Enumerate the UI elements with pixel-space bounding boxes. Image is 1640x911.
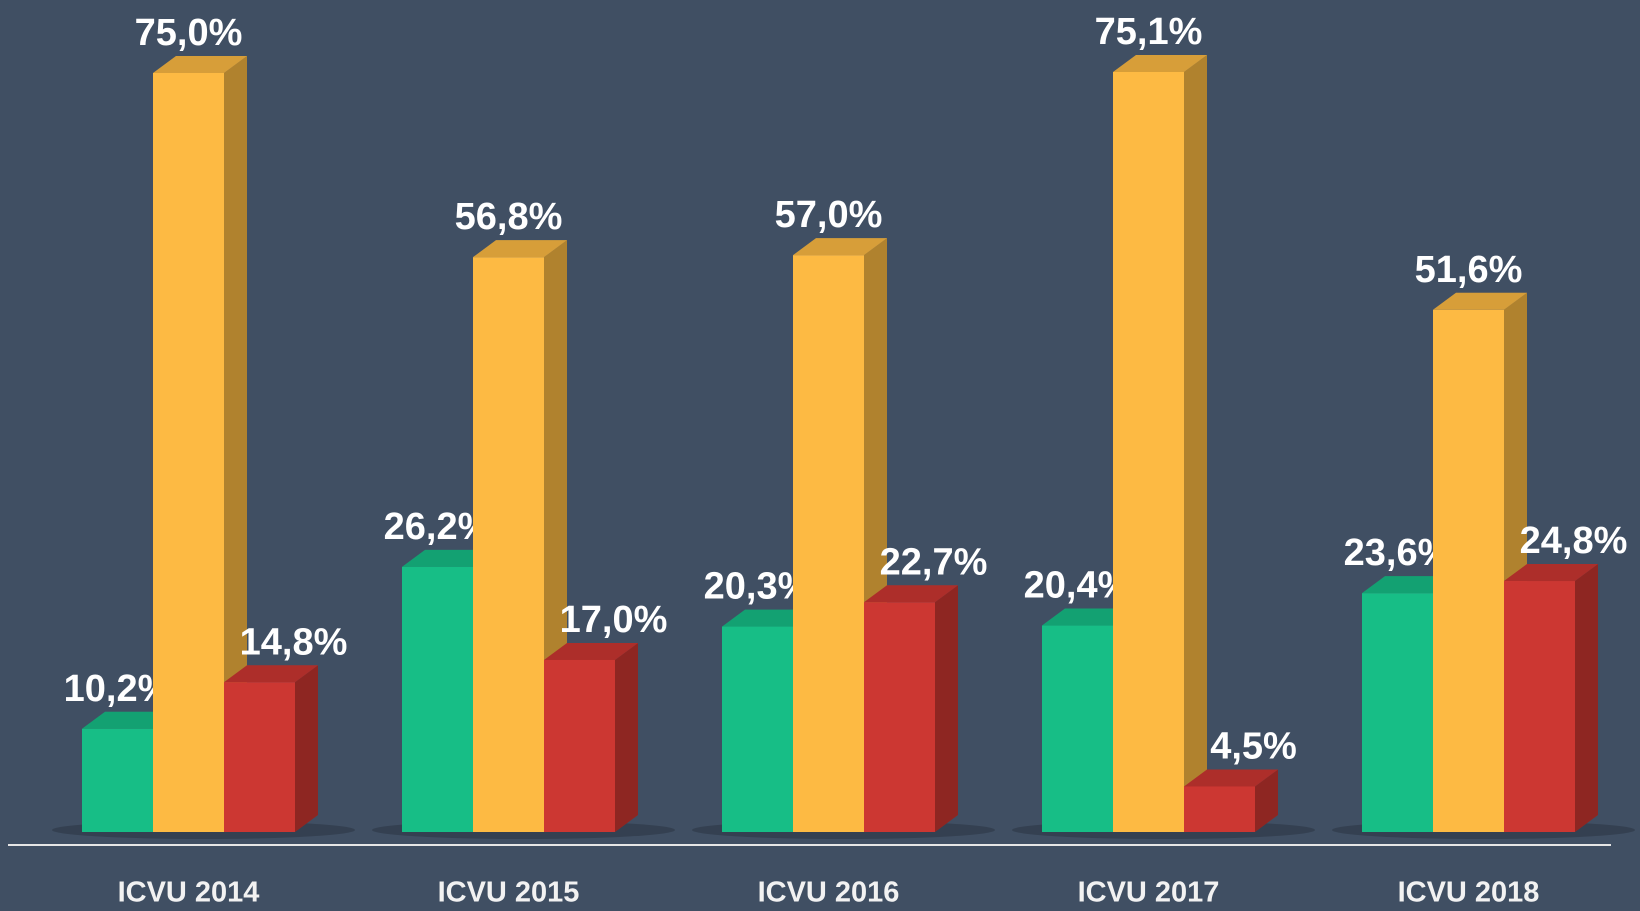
bar	[1113, 71, 1184, 833]
bar-top	[722, 609, 816, 627]
x-tick-label: ICVU 2014	[118, 877, 260, 909]
bar-top	[402, 549, 496, 567]
bar	[1504, 581, 1575, 832]
bar-side	[1184, 54, 1207, 833]
bar-top-shade	[473, 240, 567, 258]
bar-top-shade	[722, 609, 816, 627]
bar-top-shade	[402, 549, 496, 567]
bar-top-shade	[153, 56, 247, 73]
bar	[1184, 786, 1255, 832]
bar-top	[1042, 608, 1136, 626]
bar-top	[1433, 292, 1527, 310]
bar	[1433, 309, 1504, 833]
bar	[722, 626, 793, 832]
data-label: 14,8%	[240, 621, 348, 663]
bar-top	[153, 56, 247, 73]
bar-top	[1113, 54, 1207, 72]
bar-side-shade	[224, 56, 247, 832]
bar-top-shade	[1504, 564, 1598, 582]
bar-side-shade	[295, 665, 318, 832]
bar-top-shade	[82, 711, 176, 729]
bar-side	[295, 665, 318, 832]
bar-top-shade	[1362, 576, 1456, 594]
bar-top-shade	[793, 238, 887, 256]
bar-side-shade	[1575, 564, 1598, 832]
data-label: 22,7%	[880, 541, 988, 583]
bar-top-shade	[1113, 54, 1207, 72]
bar-top-shade	[544, 642, 638, 660]
bar-top-shade	[1042, 608, 1136, 626]
bar	[793, 255, 864, 832]
bar-side	[1255, 769, 1278, 832]
bar	[153, 73, 224, 832]
bar-top-shade	[1433, 292, 1527, 310]
data-label: 56,8%	[455, 196, 563, 238]
bar	[402, 566, 473, 832]
bar-side	[224, 56, 247, 832]
data-label: 24,8%	[1520, 520, 1628, 562]
bar-top	[1184, 769, 1278, 787]
x-tick-label: ICVU 2015	[438, 877, 580, 909]
bar-side	[615, 642, 638, 832]
bar-top-shade	[224, 665, 318, 683]
bar-top	[1504, 564, 1598, 582]
bar-top-shade	[864, 585, 958, 603]
bar-side	[935, 585, 958, 832]
bar-top	[544, 642, 638, 660]
bar-side-shade	[935, 585, 958, 832]
x-tick-label: ICVU 2018	[1398, 877, 1540, 909]
bar-top	[1362, 576, 1456, 594]
bar-top	[82, 711, 176, 729]
bar	[1362, 593, 1433, 832]
x-tick-label: ICVU 2017	[1078, 877, 1220, 909]
bar	[82, 728, 153, 832]
data-label: 4,5%	[1210, 725, 1297, 767]
x-tick-label: ICVU 2016	[758, 877, 900, 909]
data-label: 57,0%	[775, 194, 883, 236]
bar	[864, 602, 935, 832]
data-label: 17,0%	[560, 599, 668, 641]
bar	[1042, 625, 1113, 832]
bar	[473, 257, 544, 833]
bar	[544, 659, 615, 832]
bar	[224, 682, 295, 832]
bar-side-shade	[615, 642, 638, 832]
bar-side	[1575, 564, 1598, 832]
bar-top	[473, 240, 567, 258]
bar-top	[864, 585, 958, 603]
bar-side-shade	[1255, 769, 1278, 832]
data-label: 51,6%	[1415, 249, 1523, 291]
bar-top-shade	[1184, 769, 1278, 787]
bar-top	[793, 238, 887, 256]
bar-side-shade	[1184, 54, 1207, 833]
data-label: 75,0%	[135, 12, 243, 54]
data-label: 75,1%	[1095, 11, 1203, 53]
bar-top	[224, 665, 318, 683]
